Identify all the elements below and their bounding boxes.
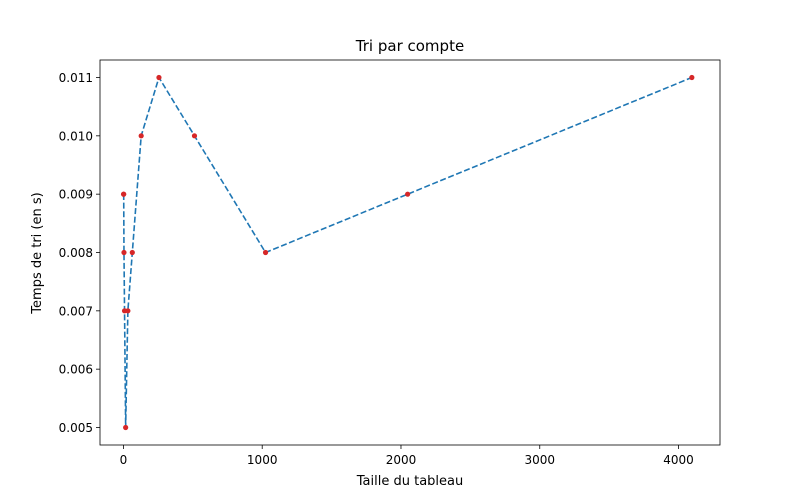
data-point — [262, 249, 269, 256]
x-tick-label: 1000 — [247, 453, 278, 467]
data-point — [191, 133, 198, 139]
data-point — [123, 424, 129, 431]
y-tick-label: 0.006 — [59, 363, 93, 377]
y-axis-label: Temps de tri (en s) — [30, 192, 45, 314]
x-tick-label: 2000 — [386, 453, 417, 467]
data-point — [121, 191, 127, 197]
chart-title: Tri par compte — [355, 37, 464, 55]
data-point — [121, 249, 127, 256]
y-tick-label: 0.007 — [59, 304, 93, 318]
axes-frame — [99, 59, 721, 446]
x-tick-label: 3000 — [524, 453, 555, 467]
x-tick-label: 4000 — [663, 453, 694, 467]
y-tick-label: 0.005 — [59, 421, 93, 435]
plot-area: 0 1000 2000 3000 4000 0.005 0.006 0.007 0.008 0.0… — [59, 59, 721, 467]
x-axis-label: Taille du tableau — [356, 474, 463, 489]
data-point — [405, 191, 411, 197]
data-point — [156, 74, 162, 81]
data-point — [689, 74, 695, 81]
x-tick-label: 0 — [120, 453, 128, 467]
y-tick-label: 0.009 — [59, 188, 93, 202]
data-point — [129, 249, 135, 256]
y-tick-label: 0.011 — [59, 71, 93, 85]
y-tick-label: 0.010 — [59, 129, 93, 143]
y-tick-label: 0.008 — [59, 246, 93, 260]
data-point — [125, 308, 131, 314]
data-point — [138, 133, 144, 139]
